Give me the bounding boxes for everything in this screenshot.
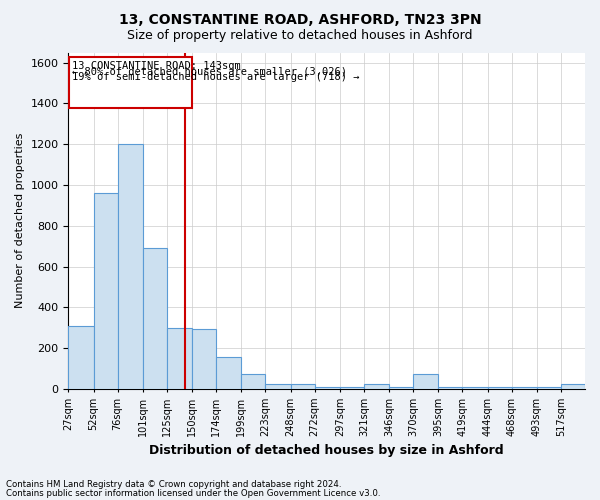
- Bar: [143, 248, 167, 389]
- Bar: [216, 358, 241, 389]
- Text: ← 80% of detached houses are smaller (3,026): ← 80% of detached houses are smaller (3,…: [72, 67, 347, 77]
- Text: 13, CONSTANTINE ROAD, ASHFORD, TN23 3PN: 13, CONSTANTINE ROAD, ASHFORD, TN23 3PN: [119, 12, 481, 26]
- Bar: [438, 387, 463, 389]
- Text: 19% of semi-detached houses are larger (718) →: 19% of semi-detached houses are larger (…: [72, 72, 359, 83]
- Bar: [118, 144, 143, 389]
- Bar: [463, 387, 488, 389]
- Bar: [413, 374, 438, 389]
- Text: Contains public sector information licensed under the Open Government Licence v3: Contains public sector information licen…: [6, 488, 380, 498]
- Bar: [192, 329, 216, 389]
- Bar: [389, 387, 413, 389]
- Bar: [314, 387, 340, 389]
- Bar: [265, 384, 290, 389]
- Bar: [241, 374, 265, 389]
- Bar: [290, 384, 314, 389]
- Y-axis label: Number of detached properties: Number of detached properties: [15, 133, 25, 308]
- Text: Contains HM Land Registry data © Crown copyright and database right 2024.: Contains HM Land Registry data © Crown c…: [6, 480, 341, 489]
- Bar: [512, 387, 537, 389]
- Bar: [68, 326, 94, 389]
- FancyBboxPatch shape: [69, 56, 192, 108]
- Bar: [561, 384, 585, 389]
- Bar: [94, 193, 118, 389]
- Bar: [364, 384, 389, 389]
- X-axis label: Distribution of detached houses by size in Ashford: Distribution of detached houses by size …: [149, 444, 504, 458]
- Text: Size of property relative to detached houses in Ashford: Size of property relative to detached ho…: [127, 29, 473, 42]
- Bar: [488, 387, 512, 389]
- Bar: [167, 328, 192, 389]
- Text: 13 CONSTANTINE ROAD: 143sqm: 13 CONSTANTINE ROAD: 143sqm: [72, 61, 241, 71]
- Bar: [340, 387, 364, 389]
- Bar: [537, 387, 561, 389]
